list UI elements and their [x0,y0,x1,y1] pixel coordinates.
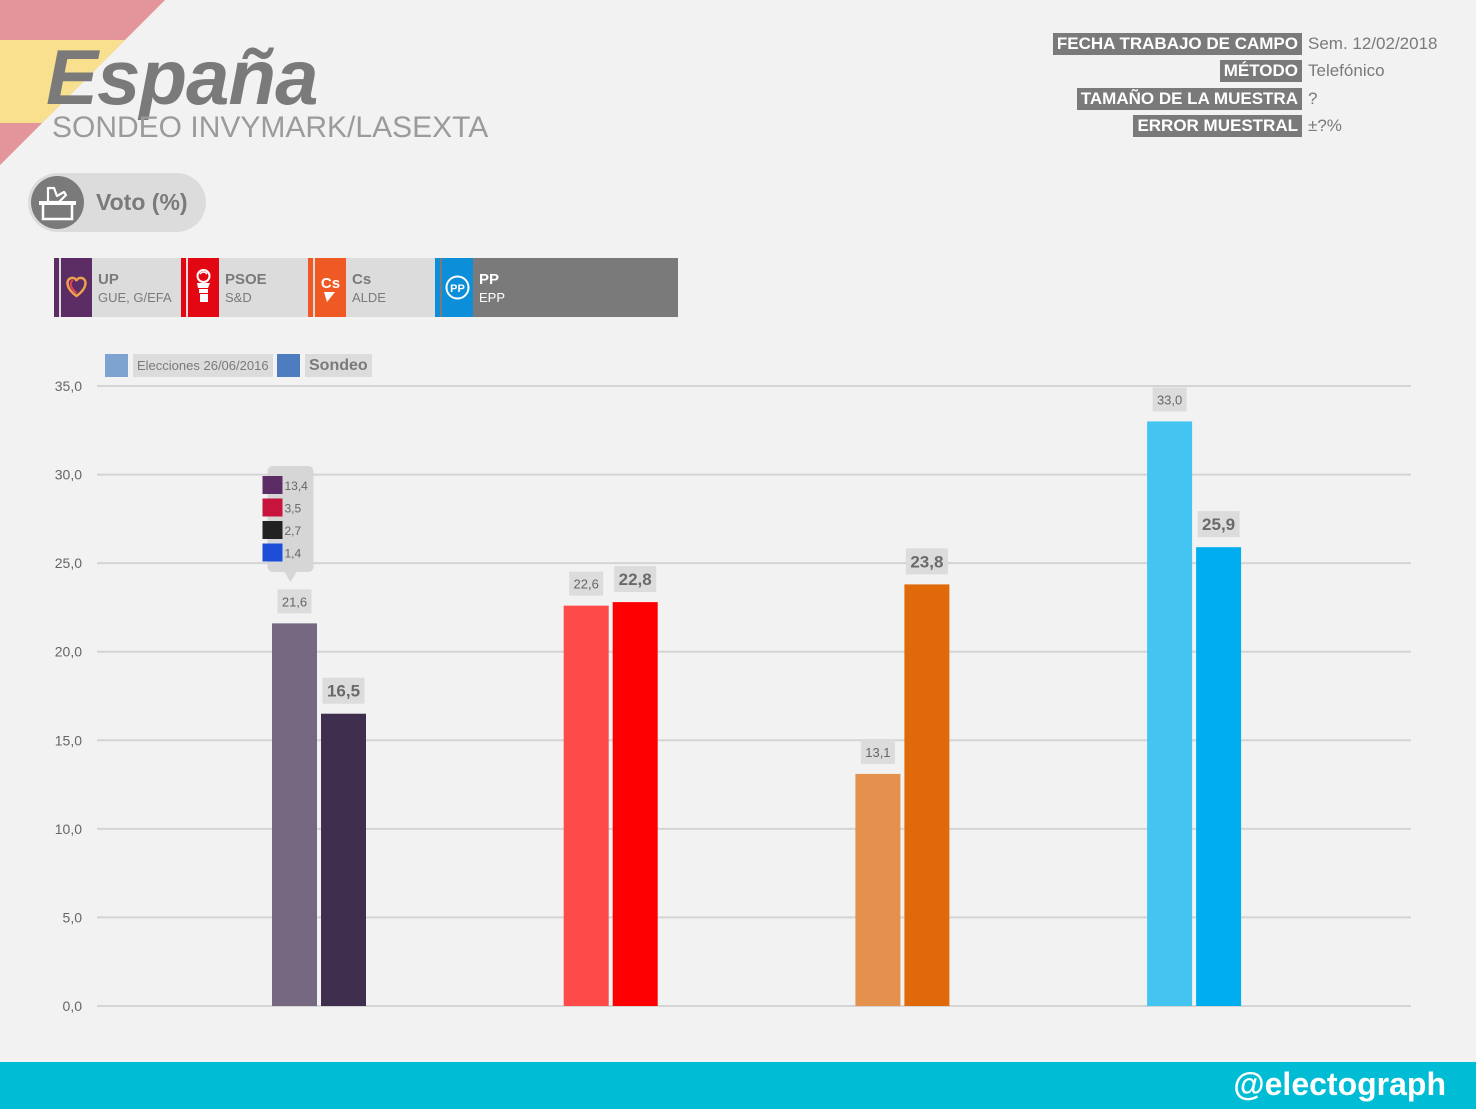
y-tick-label: 10,0 [55,821,82,837]
page-title: España [46,33,318,121]
party-color-bar [435,258,440,317]
section-label: Voto (%) [96,189,188,215]
meta-label: TAMAÑO DE LA MUESTRA [1076,87,1302,110]
bar-pp-poll [1196,547,1242,1006]
footer-bar: @electograph [0,1062,1476,1109]
data-label-bg [277,589,312,614]
data-label-bg [1152,387,1187,412]
en-comu-logo-icon [262,498,283,517]
page-subtitle: SONDEO INVYMARK/LASEXTA [52,111,489,144]
data-label-bg [322,677,365,704]
bar-chart: 0,0 5,0 10,0 15,0 20,0 25,0 30,0 35,0 21,6 16,5 22… [55,378,1411,1014]
party-color-bar [181,258,186,317]
data-label: 25,9 [1202,515,1235,534]
legend-item-poll: Sondeo [277,354,372,377]
breakdown-value: 2,7 [285,524,302,538]
rose-logo-icon [188,258,219,317]
meta-row-fieldwork: FECHA TRABAJO DE CAMPO Sem. 12/02/2018 [1052,30,1438,58]
en-marea-logo-icon [262,543,283,562]
data-label: 23,8 [910,552,943,571]
ballot-box-icon [31,176,84,229]
party-color-bar [308,258,313,317]
legend-swatch [105,354,128,377]
y-tick-label: 35,0 [55,378,82,394]
party-name: UP [98,271,119,288]
bar-up-poll [321,713,366,1006]
data-label: 16,5 [327,682,360,701]
meta-value: ±?% [1308,116,1342,136]
legend-item-previous-election: Elecciones 26/06/2016 [105,354,273,377]
party-name: PP [479,271,500,288]
svg-text:Cs: Cs [321,275,340,292]
pp-logo-icon: PP [442,258,473,317]
cs-logo-icon: Cs [315,258,346,317]
party-name: PSOE [225,271,267,288]
spain-flag-decoration [0,0,165,165]
party-card-pp: PP PP EPP [435,258,678,317]
bar-psoe-previous [563,605,609,1006]
compromis-logo-icon [262,521,283,539]
bar-psoe-poll [612,602,658,1006]
y-tick-label: 30,0 [55,467,82,483]
party-group: S&D [225,290,252,305]
y-tick-label: 25,0 [55,555,82,571]
meta-value: ? [1308,88,1318,108]
poll-metadata: FECHA TRABAJO DE CAMPO Sem. 12/02/2018 M… [1052,30,1438,141]
party-group: ALDE [352,290,386,305]
meta-value: Telefónico [1308,61,1385,81]
meta-row-error: ERROR MUESTRAL ±?% [1053,113,1436,141]
meta-row-sample: TAMAÑO DE LA MUESTRA ? [1053,85,1436,113]
legend-label: Elecciones 26/06/2016 [133,354,273,377]
data-label-bg [614,566,657,593]
meta-label: FECHA TRABAJO DE CAMPO [1052,32,1302,55]
breakdown-value: 3,5 [285,502,302,516]
data-label-bg [905,548,948,575]
podemos-logo-icon [262,476,283,494]
y-tick-label: 15,0 [55,732,82,748]
meta-value: Sem. 12/02/2018 [1308,33,1438,53]
section-pill: Voto (%) [28,173,206,232]
y-tick-label: 5,0 [63,909,83,925]
party-name: Cs [352,271,372,288]
data-label-bg [569,571,604,596]
meta-row-method: MÉTODO Telefónico [1053,58,1436,86]
party-group: GUE, G/EFA [98,290,172,305]
bar-up-previous [272,623,317,1006]
bar-cs-previous [855,773,901,1006]
data-label: 33,0 [1157,392,1182,407]
meta-label: ERROR MUESTRAL [1133,115,1302,138]
breakdown-value: 13,4 [285,479,309,493]
breakdown-value: 1,4 [285,547,302,561]
y-tick-label: 20,0 [55,644,82,660]
data-label: 22,8 [619,570,652,589]
y-tick-label: 0,0 [63,998,83,1014]
party-group: EPP [479,290,506,305]
legend-swatch [277,354,300,377]
bar-pp-previous [1147,421,1193,1006]
legend-label: Sondeo [305,354,372,377]
data-label-bg [1197,511,1240,538]
svg-text:PP: PP [450,283,465,295]
meta-label: MÉTODO [1219,60,1302,83]
footer-handle: @electograph [1233,1066,1446,1102]
data-label-bg [860,739,895,764]
data-label: 13,1 [865,745,890,760]
heart-logo-icon [61,258,92,317]
party-color-bar [54,258,59,317]
data-label: 22,6 [574,577,599,592]
data-label: 21,6 [282,594,307,609]
bar-cs-poll [904,584,950,1006]
